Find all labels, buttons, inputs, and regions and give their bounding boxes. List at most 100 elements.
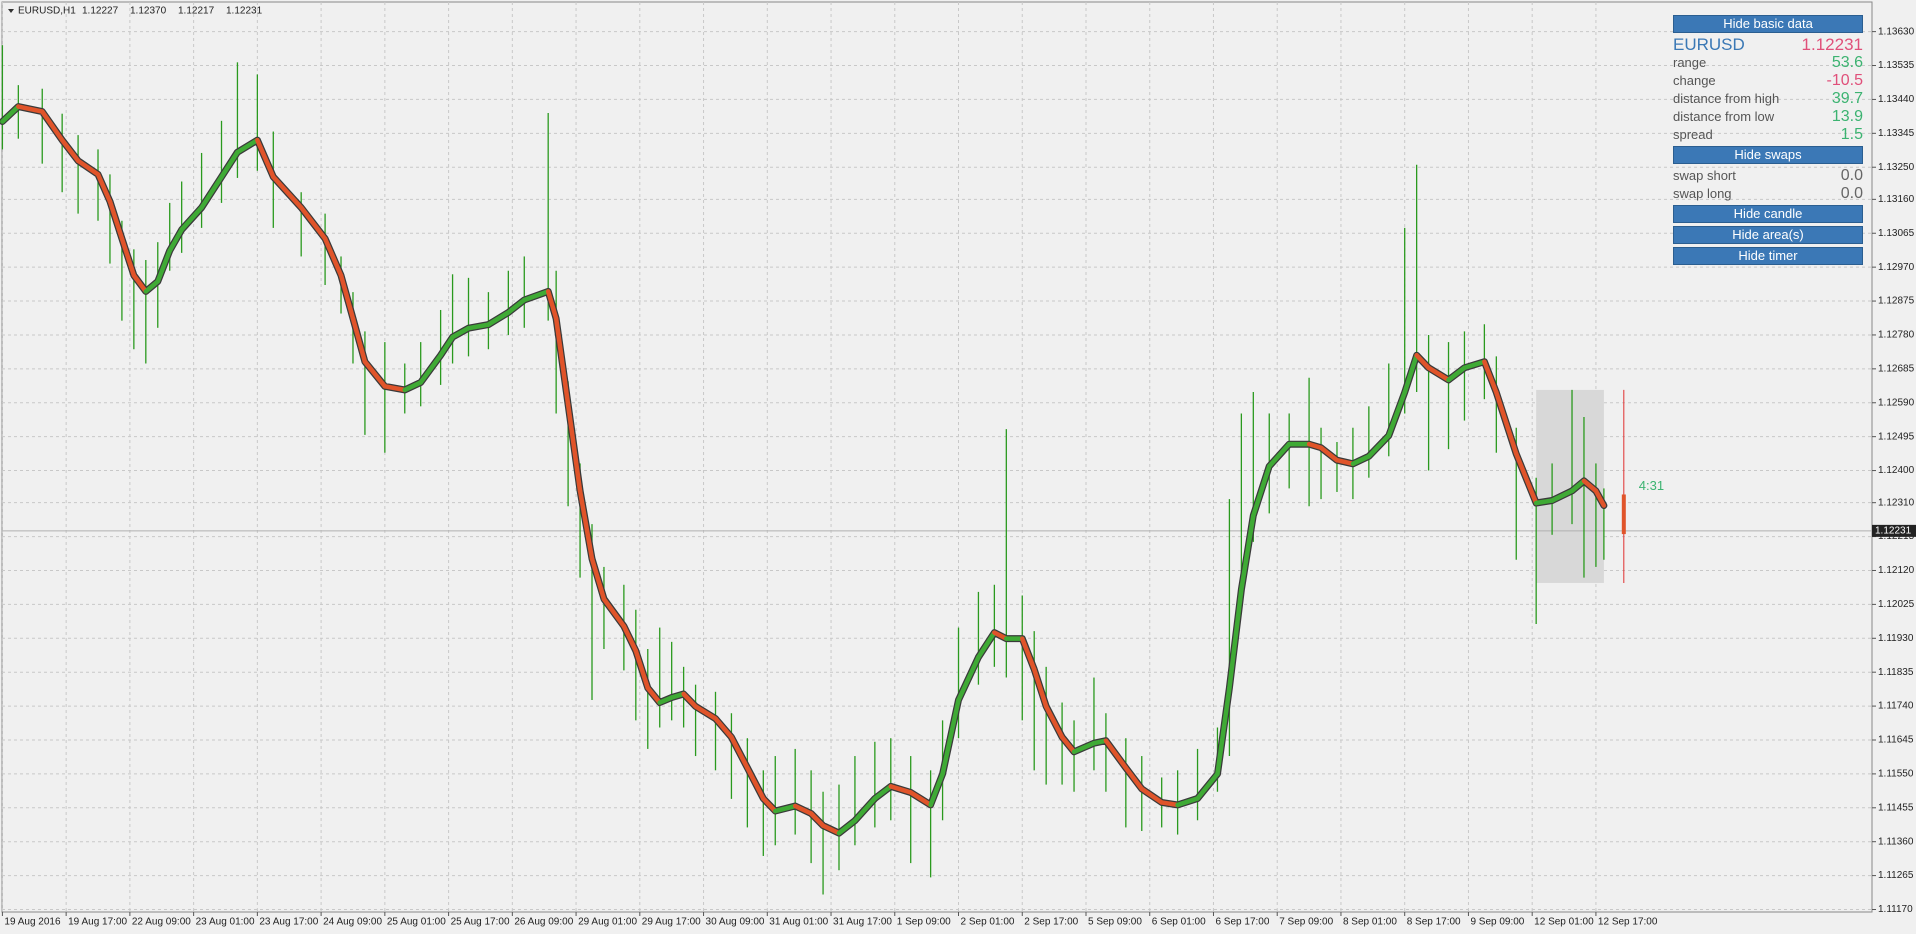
ma-segment — [438, 334, 455, 358]
row-label: swap long — [1673, 186, 1732, 201]
ma-segment — [1533, 498, 1555, 506]
row: spread 1.5 — [1673, 126, 1863, 144]
menu-arrow — [8, 9, 14, 13]
ma-segment — [808, 811, 826, 828]
ma-segment — [820, 823, 842, 836]
ma-segment — [1402, 353, 1419, 395]
x-tick-label: 23 Aug 17:00 — [259, 917, 318, 928]
ma-segment — [1123, 765, 1145, 792]
ma-segment — [450, 325, 471, 340]
x-tick-label: 24 Aug 09:00 — [323, 917, 382, 928]
y-tick-label: 1.12590 — [1878, 397, 1915, 408]
symbol-row: EURUSD 1.12231 — [1673, 36, 1863, 54]
ma-segment — [1549, 488, 1575, 503]
ma-segment — [338, 273, 356, 321]
x-tick-label: 22 Aug 09:00 — [132, 917, 191, 928]
y-tick-label: 1.11740 — [1878, 701, 1914, 712]
row: swap long 0.0 — [1673, 185, 1863, 203]
x-tick-label: 2 Sep 01:00 — [961, 917, 1015, 928]
y-tick-label: 1.12875 — [1878, 296, 1915, 307]
ma-segment — [773, 803, 798, 814]
y-tick-label: 1.12970 — [1878, 262, 1915, 273]
y-tick-label: 1.13160 — [1878, 194, 1915, 205]
y-tick-label: 1.12495 — [1878, 431, 1915, 442]
ma-segment — [0, 104, 21, 124]
ma-segment — [143, 279, 161, 294]
ma-segment — [729, 734, 750, 771]
x-tick-label: 19 Aug 17:00 — [68, 917, 127, 928]
row: range 53.6 — [1673, 54, 1863, 72]
button[interactable]: Hide area(s) — [1673, 226, 1863, 244]
ma-segment — [1482, 359, 1499, 395]
ma-segment — [908, 790, 933, 808]
ma-segment — [1581, 478, 1599, 494]
ma-segment — [199, 174, 224, 210]
chart-title: EURUSD,H1 — [18, 6, 76, 17]
y-tick-label: 1.13535 — [1878, 60, 1915, 71]
price-label-box — [1872, 524, 1916, 537]
button[interactable]: Hide candle — [1673, 205, 1863, 223]
ma-outline — [0, 103, 1608, 837]
ma-segment — [1175, 796, 1200, 808]
y-tick-label: 1.11930 — [1878, 633, 1914, 644]
y-tick-label: 1.13345 — [1878, 128, 1915, 139]
row-value: 39.7 — [1831, 90, 1863, 107]
x-tick-label: 6 Sep 17:00 — [1215, 917, 1269, 928]
ma-segment — [872, 784, 894, 801]
y-tick-label: 1.12780 — [1878, 330, 1915, 341]
price-label: 1.12231 — [1875, 526, 1912, 537]
x-tick-label: 31 Aug 17:00 — [833, 917, 892, 928]
ma-segment — [1318, 445, 1340, 463]
ma-segment — [298, 205, 328, 241]
ma-segment — [745, 765, 766, 801]
x-tick-label: 30 Aug 09:00 — [706, 917, 765, 928]
ma-segment — [1446, 365, 1467, 383]
x-tick-label: 1 Sep 09:00 — [897, 917, 951, 928]
ma-segment — [621, 623, 639, 654]
button[interactable]: Hide swaps — [1673, 146, 1863, 164]
ma-segment — [362, 359, 388, 389]
ma-segment — [59, 137, 81, 164]
row-label: distance from high — [1673, 91, 1780, 106]
x-tick-label: 23 Aug 01:00 — [196, 917, 255, 928]
row-value: -10.5 — [1826, 72, 1863, 89]
row: swap short 0.0 — [1673, 167, 1863, 185]
ma-segment — [545, 289, 559, 321]
ma-segment — [131, 273, 149, 294]
ma-segment — [792, 803, 814, 816]
y-tick-label: 1.11550 — [1878, 769, 1914, 780]
ma-segment — [271, 174, 304, 210]
ma-segment — [466, 322, 491, 331]
ma-segment — [565, 402, 583, 494]
x-tick-label: 29 Aug 01:00 — [578, 917, 637, 928]
ma-segment — [107, 199, 125, 241]
x-tick-label: 25 Aug 17:00 — [451, 917, 510, 928]
ma-segment — [1386, 390, 1407, 438]
x-tick-label: 9 Sep 09:00 — [1470, 917, 1524, 928]
ma-segment — [589, 556, 607, 602]
ma-segment — [402, 380, 423, 393]
ma-segment — [940, 697, 961, 777]
button[interactable]: Hide timer — [1673, 247, 1863, 265]
button[interactable]: Hide basic data — [1673, 15, 1863, 33]
info-panel: Hide basic data EURUSD 1.12231 range 53.6 … — [1673, 13, 1863, 268]
price: 1.12231 — [1801, 35, 1863, 54]
row-label: range — [1673, 55, 1707, 70]
ma-segment — [522, 289, 551, 303]
ma-segment — [928, 771, 945, 808]
y-tick-label: 1.12025 — [1878, 599, 1915, 610]
row-label: distance from low — [1673, 109, 1775, 124]
y-tick-label: 1.13630 — [1878, 26, 1915, 37]
ma-segment — [418, 353, 443, 385]
x-tick-label: 8 Sep 01:00 — [1343, 917, 1397, 928]
y-tick-label: 1.13250 — [1878, 162, 1915, 173]
ma-segment — [1462, 359, 1487, 371]
ma-segment — [235, 137, 260, 155]
ma-segment — [95, 172, 113, 204]
ma-segment — [956, 654, 981, 703]
row: change -10.5 — [1673, 72, 1863, 90]
ma-segment — [506, 297, 527, 315]
y-tick-label: 1.12685 — [1878, 363, 1915, 374]
x-tick-label: 6 Sep 01:00 — [1152, 917, 1206, 928]
